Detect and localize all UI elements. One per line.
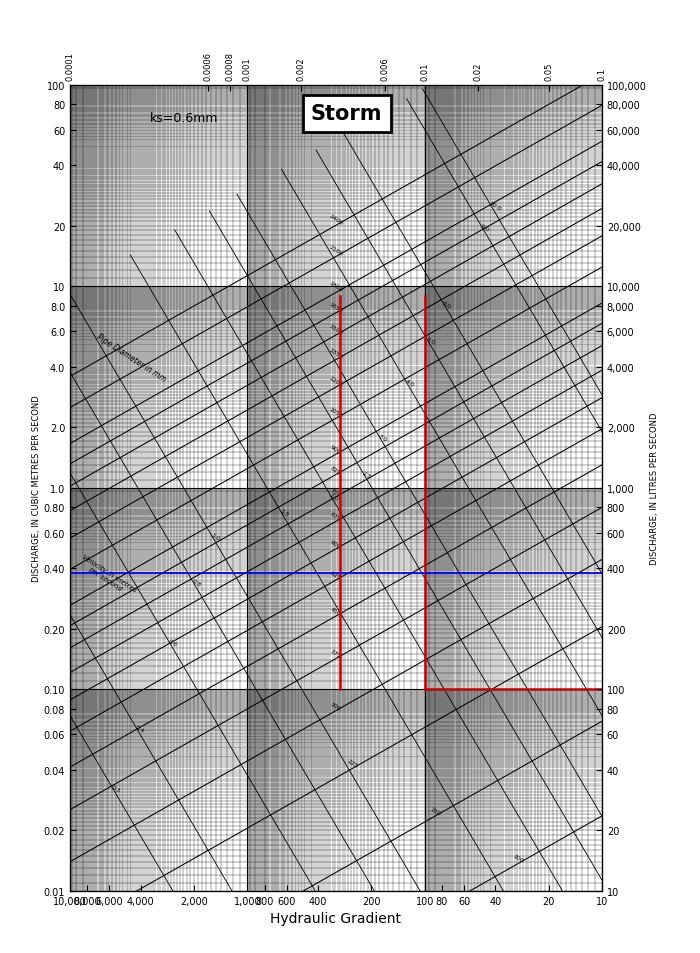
Text: 9.0: 9.0 [480, 223, 490, 233]
Text: 10.0: 10.0 [487, 201, 502, 213]
Text: 300: 300 [329, 700, 342, 711]
Text: 2.5: 2.5 [361, 470, 372, 479]
Text: 5.0: 5.0 [425, 336, 436, 346]
Text: 1.5: 1.5 [279, 508, 290, 517]
Text: 1650: 1650 [328, 301, 344, 314]
Text: 825: 825 [329, 465, 342, 476]
Text: 1050: 1050 [328, 406, 344, 419]
Text: Pipe Diameter in mm: Pipe Diameter in mm [94, 333, 167, 384]
Text: 0.6: 0.6 [167, 638, 178, 647]
Text: 750: 750 [329, 487, 342, 497]
Text: 600: 600 [329, 539, 342, 550]
Text: 900: 900 [329, 444, 342, 455]
Text: 4.0: 4.0 [404, 378, 415, 388]
Text: Velocity in metres
per second: Velocity in metres per second [77, 553, 137, 598]
Text: 6.0: 6.0 [441, 300, 452, 310]
Text: Storm: Storm [311, 104, 382, 124]
Text: 2100: 2100 [328, 245, 344, 257]
Text: ks=0.6mm: ks=0.6mm [150, 112, 218, 126]
Text: 375: 375 [329, 648, 342, 659]
Text: 525: 525 [329, 570, 342, 580]
Text: 1800: 1800 [328, 281, 344, 294]
Text: 0.4: 0.4 [134, 723, 145, 733]
Text: 2400: 2400 [328, 213, 344, 226]
Text: 0.8: 0.8 [190, 578, 202, 588]
Text: 0.3: 0.3 [110, 783, 121, 793]
X-axis label: Hydraulic Gradient: Hydraulic Gradient [270, 911, 402, 925]
Text: 3.0: 3.0 [377, 434, 388, 443]
Text: 450: 450 [329, 606, 342, 617]
Text: 1500: 1500 [328, 323, 344, 335]
Text: 225: 225 [346, 758, 359, 768]
Text: 2.0: 2.0 [328, 492, 339, 501]
Text: 150: 150 [429, 805, 441, 816]
Text: 1200: 1200 [328, 375, 344, 388]
Y-axis label: DISCHARGE, IN LITRES PER SECOND: DISCHARGE, IN LITRES PER SECOND [650, 413, 659, 564]
Text: 100: 100 [512, 853, 525, 863]
Text: 1.0: 1.0 [209, 532, 220, 541]
Text: 675: 675 [329, 512, 342, 522]
Text: 1350: 1350 [328, 348, 344, 360]
Y-axis label: DISCHARGE, IN CUBIC METRES PER SECOND: DISCHARGE, IN CUBIC METRES PER SECOND [32, 395, 41, 581]
